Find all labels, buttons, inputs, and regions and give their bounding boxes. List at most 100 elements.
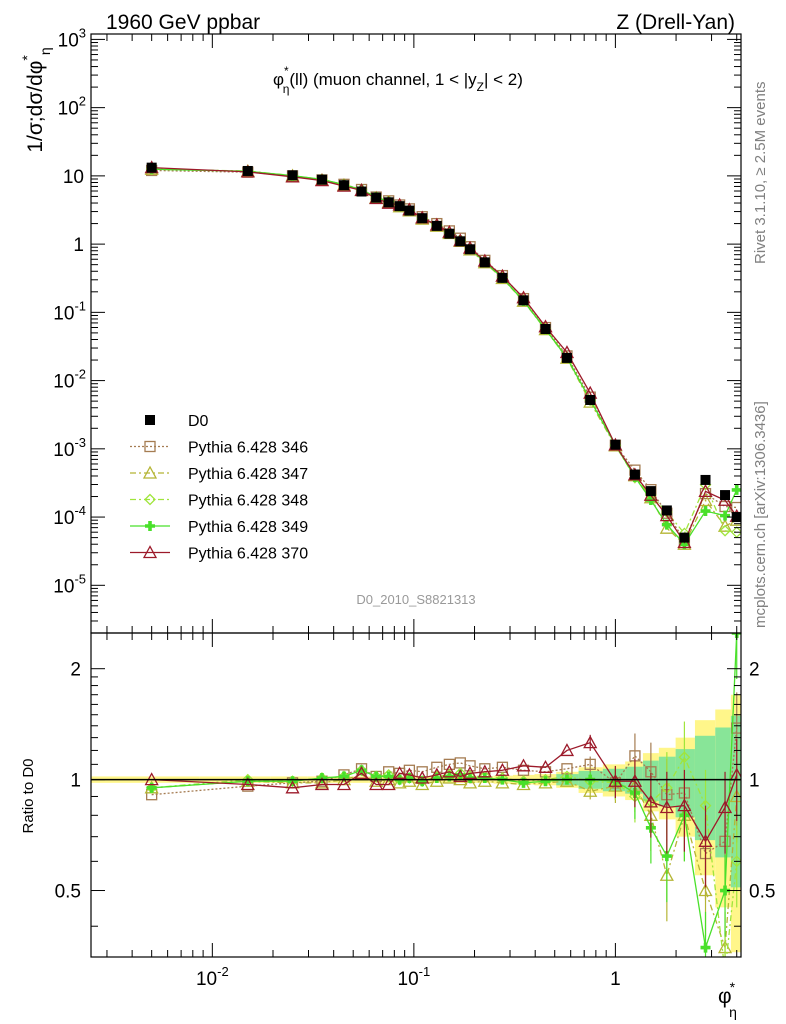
mc-uncertainty-band bbox=[675, 749, 695, 818]
legend-label: Pythia 6.428 348 bbox=[188, 493, 308, 510]
series-marker-ratio bbox=[477, 764, 492, 778]
legend-label: Pythia 6.428 347 bbox=[188, 466, 308, 483]
y-tick-label-ratio: 0.5 bbox=[55, 882, 81, 903]
data-point-d0 bbox=[444, 228, 455, 239]
series-marker-ratio bbox=[369, 773, 384, 787]
analysis-watermark: D0_2010_S8821313 bbox=[356, 592, 475, 607]
series-marker-ratio bbox=[643, 794, 658, 808]
data-point-d0 bbox=[455, 236, 466, 247]
y-tick-label-main: 10 bbox=[63, 167, 84, 188]
legend-label: Pythia 6.428 370 bbox=[188, 546, 308, 563]
data-point-d0 bbox=[394, 201, 405, 212]
y-tick-label-ratio-right: 1 bbox=[749, 771, 760, 792]
series-marker-ratio bbox=[698, 883, 713, 897]
legend-marker bbox=[142, 545, 158, 559]
series-marker-ratio bbox=[661, 851, 672, 862]
legend-marker bbox=[145, 415, 155, 425]
mcplots-reference-text: mcplots.cern.ch [arXiv:1306.3436] bbox=[752, 401, 769, 628]
series-marker-ratio bbox=[462, 765, 478, 779]
series-marker-ratio bbox=[720, 885, 731, 896]
data-point-d0 bbox=[629, 469, 640, 480]
series-marker-ratio bbox=[371, 771, 382, 782]
series-marker-ratio bbox=[240, 777, 255, 791]
rivet-version-text: Rivet 3.1.10, ≥ 2.5M events bbox=[752, 82, 769, 265]
data-point-d0 bbox=[561, 352, 572, 363]
legend-label: D0 bbox=[188, 413, 209, 430]
series-marker-main bbox=[719, 524, 731, 537]
y-tick-label-main: 10-1 bbox=[53, 298, 86, 324]
series-marker-ratio bbox=[730, 855, 741, 868]
series-marker-ratio bbox=[677, 798, 692, 812]
series-marker-main bbox=[679, 539, 690, 550]
y-tick-label-main: 103 bbox=[58, 25, 86, 51]
legend: D0 Pythia 6.428 346 Pythia 6.428 347 Pythia… bbox=[130, 413, 308, 563]
series-line-ratio bbox=[151, 728, 738, 855]
series-marker-main bbox=[698, 484, 713, 498]
data-point-d0 bbox=[610, 439, 621, 450]
series-marker-ratio bbox=[583, 783, 598, 797]
legend-marker bbox=[145, 521, 155, 531]
header-right: Z (Drell-Yan) bbox=[616, 11, 735, 34]
series-marker-ratio bbox=[415, 770, 430, 784]
series-marker-main bbox=[720, 510, 731, 521]
x-tick-label: 10-2 bbox=[196, 964, 229, 990]
data-point-d0 bbox=[540, 324, 551, 335]
series-marker-ratio bbox=[462, 775, 478, 789]
y-tick-label-main: 102 bbox=[58, 94, 86, 120]
series-marker-ratio bbox=[369, 777, 384, 791]
legend-label: Pythia 6.428 346 bbox=[188, 440, 308, 457]
data-point-d0 bbox=[356, 186, 367, 197]
data-point-d0 bbox=[700, 474, 711, 485]
y-tick-label-main: 10-4 bbox=[53, 503, 86, 529]
series-marker-ratio bbox=[417, 776, 428, 787]
y-tick-label-main: 1 bbox=[73, 235, 84, 256]
series-marker-ratio bbox=[383, 771, 394, 782]
series-marker-ratio bbox=[455, 769, 466, 780]
y-tick-label-main: 10-3 bbox=[53, 435, 86, 461]
legend-marker bbox=[144, 493, 156, 506]
data-point-d0 bbox=[645, 486, 656, 497]
series-marker-main bbox=[717, 518, 733, 532]
series-marker-ratio bbox=[538, 759, 553, 773]
data-point-d0 bbox=[287, 170, 298, 181]
axes-group: 10-2 10-1 1 10-5 10-4 10-3 10-2 10-1 1 10 102 103 0.… bbox=[53, 25, 775, 990]
ratio-uncertainty-bands bbox=[91, 694, 741, 953]
series-marker-ratio bbox=[404, 773, 415, 784]
data-point-d0 bbox=[497, 272, 508, 283]
series-marker-ratio bbox=[584, 758, 596, 771]
y-tick-label-ratio: 2 bbox=[70, 660, 81, 681]
series-marker-ratio bbox=[356, 765, 367, 776]
data-point-d0 bbox=[679, 532, 690, 543]
y-tick-label-ratio-right: 2 bbox=[749, 660, 760, 681]
series-marker-ratio bbox=[717, 800, 733, 814]
series-marker-ratio bbox=[495, 762, 510, 776]
series-marker-ratio bbox=[336, 777, 352, 791]
data-point-d0 bbox=[417, 213, 428, 224]
series-marker-ratio bbox=[314, 777, 330, 791]
series-marker-ratio bbox=[698, 833, 713, 847]
y-tick-label-ratio: 1 bbox=[70, 771, 81, 792]
legend-label: Pythia 6.428 349 bbox=[188, 519, 308, 536]
series-marker-ratio bbox=[700, 942, 711, 953]
series-marker-ratio bbox=[146, 782, 157, 793]
series-marker-ratio bbox=[354, 765, 369, 779]
series-marker-ratio bbox=[453, 769, 468, 783]
series-marker-ratio bbox=[479, 773, 490, 784]
x-tick-label: 1 bbox=[610, 969, 621, 990]
series-marker-ratio bbox=[495, 775, 510, 789]
legend-marker bbox=[142, 465, 158, 479]
data-point-d0 bbox=[518, 295, 529, 306]
series-marker-ratio bbox=[627, 773, 643, 787]
series-marker-ratio bbox=[392, 765, 407, 779]
series-marker-ratio bbox=[518, 777, 529, 788]
data-point-d0 bbox=[242, 165, 253, 176]
ratio-frame-rect bbox=[90, 632, 742, 958]
data-point-d0 bbox=[479, 257, 490, 268]
series-marker-ratio bbox=[659, 800, 674, 814]
series-marker-ratio bbox=[516, 758, 531, 772]
ratio-ylabel: Ratio to D0 bbox=[20, 758, 37, 833]
main-ylabel: 1/σ;dσ/dφ*η bbox=[19, 47, 53, 152]
data-point-d0 bbox=[383, 197, 394, 208]
y-tick-label-main: 10-5 bbox=[53, 571, 86, 597]
